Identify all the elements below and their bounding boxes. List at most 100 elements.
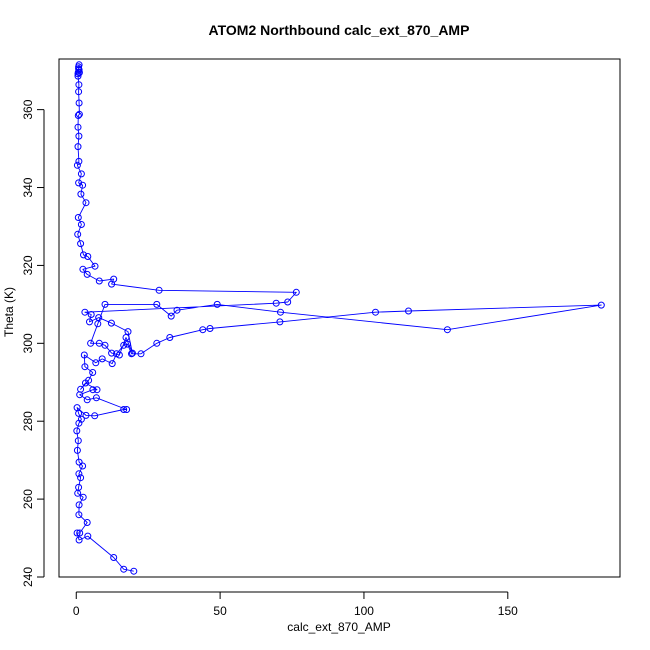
data-point	[92, 359, 100, 367]
data-point	[173, 306, 181, 314]
data-point	[153, 300, 161, 308]
data-point	[73, 529, 81, 537]
data-point	[91, 412, 99, 420]
data-point	[166, 334, 174, 341]
data-point	[443, 326, 451, 334]
data-point	[75, 61, 83, 69]
data-point	[77, 170, 85, 178]
data-point	[85, 376, 93, 384]
data-point	[95, 277, 103, 285]
data-point	[77, 415, 85, 423]
data-point	[128, 350, 135, 358]
x-axis-label: calc_ext_870_AMP	[287, 620, 390, 634]
data-point	[77, 240, 85, 248]
data-point	[597, 301, 605, 309]
data-point	[95, 314, 103, 322]
data-point	[110, 275, 118, 283]
data-point	[73, 427, 81, 435]
data-point	[79, 265, 87, 273]
y-axis-label: Theta (K)	[2, 287, 16, 337]
data-point	[107, 319, 115, 327]
data-point	[74, 123, 82, 131]
data-point	[123, 406, 131, 413]
y-tick-label: 240	[21, 567, 35, 587]
data-point	[101, 300, 109, 308]
data-point	[91, 262, 99, 270]
data-point	[124, 340, 131, 348]
data-point	[167, 312, 175, 320]
y-tick-label: 360	[21, 99, 35, 119]
data-point	[110, 554, 118, 561]
data-point	[79, 462, 87, 470]
data-point	[77, 474, 85, 482]
data-point	[75, 179, 83, 187]
data-point	[75, 69, 83, 77]
data-point	[77, 190, 85, 198]
data-point	[276, 318, 284, 326]
series-points	[73, 61, 605, 575]
y-tick-label: 300	[21, 333, 35, 353]
data-point	[75, 483, 83, 491]
data-point	[213, 300, 221, 308]
data-point	[75, 536, 83, 544]
data-point	[83, 519, 91, 526]
data-point	[74, 70, 82, 78]
series-lines	[76, 64, 602, 572]
data-point	[83, 396, 91, 404]
data-point	[153, 339, 161, 347]
chart-title: ATOM2 Northbound calc_ext_870_AMP	[209, 22, 470, 38]
data-point	[83, 270, 91, 278]
data-point	[75, 157, 83, 165]
data-point	[81, 363, 89, 371]
data-point	[405, 307, 412, 315]
data-point	[74, 437, 82, 445]
data-point	[199, 326, 207, 334]
data-point	[75, 458, 83, 466]
y-axis: 240 260 280 300 320 340 360	[21, 99, 45, 587]
x-tick-label: 50	[213, 604, 227, 618]
data-point	[284, 298, 292, 306]
data-point	[98, 355, 106, 363]
data-point	[372, 308, 379, 316]
data-point	[277, 308, 284, 316]
data-point	[73, 404, 81, 412]
data-point	[75, 511, 83, 519]
data-point	[75, 81, 83, 89]
plot-frame	[58, 58, 621, 578]
data-point	[122, 334, 130, 341]
data-point	[101, 341, 109, 349]
data-point	[89, 369, 97, 376]
data-point	[92, 394, 100, 402]
data-point	[120, 565, 128, 573]
data-point	[87, 311, 95, 318]
data-point	[75, 501, 83, 509]
series-line	[76, 64, 602, 572]
data-point	[79, 493, 87, 501]
data-point	[73, 161, 81, 169]
data-point	[82, 199, 90, 207]
x-tick-label: 100	[354, 604, 374, 618]
data-point	[75, 132, 83, 140]
data-point	[74, 112, 82, 119]
data-point	[155, 286, 163, 294]
data-point	[76, 529, 84, 537]
data-point	[75, 99, 83, 107]
data-point	[120, 406, 128, 413]
data-point	[108, 349, 116, 357]
y-tick-label: 320	[21, 255, 35, 275]
data-point	[84, 532, 92, 540]
y-tick-label: 260	[21, 489, 35, 509]
data-point	[82, 411, 90, 419]
y-tick-label: 340	[21, 177, 35, 197]
data-point	[75, 88, 83, 96]
data-point	[75, 470, 83, 478]
data-point	[93, 386, 101, 394]
data-point	[79, 181, 87, 189]
data-point	[81, 308, 89, 316]
data-point	[206, 325, 214, 332]
x-tick-label: 0	[73, 604, 80, 618]
data-point	[89, 386, 97, 394]
data-point	[120, 341, 128, 349]
data-point	[74, 143, 82, 151]
data-point	[292, 288, 300, 296]
